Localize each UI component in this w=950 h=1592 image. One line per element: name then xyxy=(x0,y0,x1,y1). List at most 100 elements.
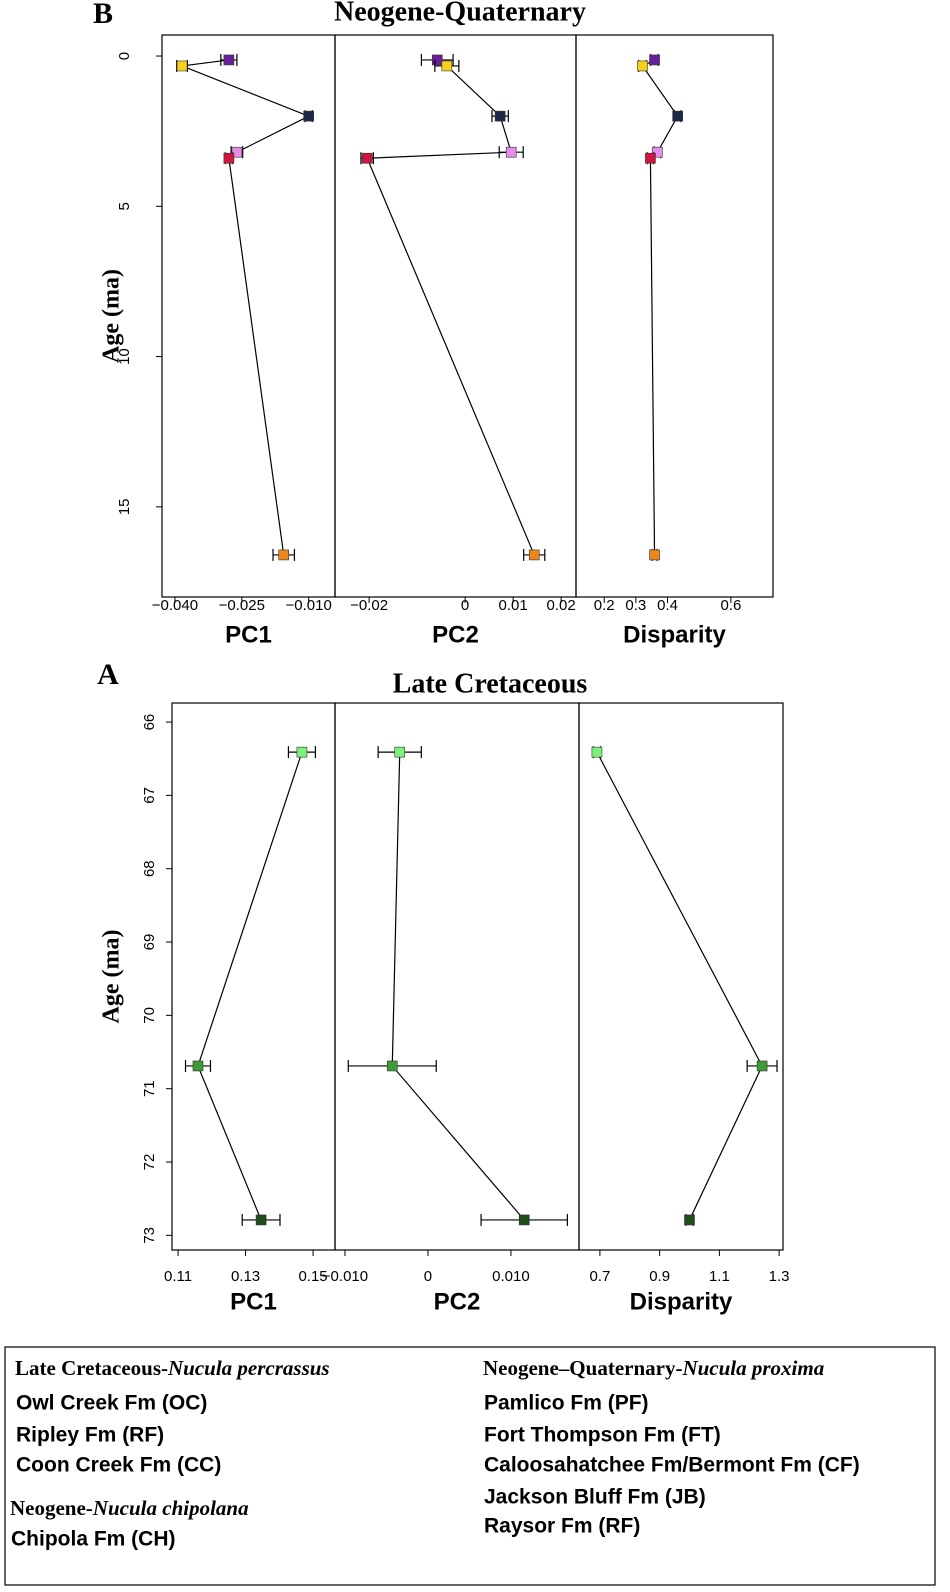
y-tick-label: 66 xyxy=(141,714,158,731)
x-axis-label: PC2 xyxy=(432,621,479,648)
plot-frame xyxy=(578,702,784,1251)
legend-species: Nucula chipolana xyxy=(92,1496,249,1520)
point xyxy=(652,146,663,158)
x-tick-label: 0.11 xyxy=(164,1268,192,1285)
x-tick-label: 0 xyxy=(424,1268,432,1285)
x-tick-label: 0.3 xyxy=(625,597,646,614)
point xyxy=(386,1060,398,1072)
x-tick-label: 0.7 xyxy=(589,1268,610,1285)
x-axis-label: PC1 xyxy=(230,1288,277,1315)
legend-entry: Pamlico Fm (PF) xyxy=(484,1392,649,1415)
point xyxy=(528,549,540,561)
x-tick-label: −0.025 xyxy=(219,597,265,614)
y-tick-label: 10 xyxy=(116,348,133,365)
legend-heading: Late Cretaceous-Nucula percrassus xyxy=(15,1356,330,1380)
data-line xyxy=(181,59,311,556)
y-axis-label: Age (ma) xyxy=(99,930,125,1024)
x-tick-label: −0.02 xyxy=(350,597,388,614)
point xyxy=(231,146,243,158)
point xyxy=(637,60,648,72)
legend-species: Nucula proxima xyxy=(681,1356,824,1380)
legend-entry: Owl Creek Fm (OC) xyxy=(16,1392,207,1415)
data-line xyxy=(366,59,535,556)
x-tick-label: 0.6 xyxy=(720,597,741,614)
data-line xyxy=(641,59,679,555)
plot-frame xyxy=(334,702,580,1251)
y-tick-label: 70 xyxy=(141,1007,158,1024)
y-axis-label: Age (ma) xyxy=(99,269,125,363)
panel-letter: B xyxy=(93,0,113,30)
legend-heading-text: Neogene–Quaternary- xyxy=(483,1356,682,1380)
figure-title: Late Cretaceous xyxy=(393,668,588,699)
point xyxy=(223,152,235,164)
y-tick-label: 0 xyxy=(116,52,133,60)
point xyxy=(518,1214,530,1226)
point xyxy=(756,1060,768,1072)
point xyxy=(176,60,188,72)
x-tick-label: 0.15 xyxy=(298,1268,327,1285)
point xyxy=(223,54,235,66)
legend-box xyxy=(4,1346,936,1586)
legend-entry: Caloosahatchee Fm/Bermont Fm (CF) xyxy=(484,1454,860,1477)
point xyxy=(255,1214,267,1226)
x-tick-label: 0 xyxy=(461,597,469,614)
x-tick-label: 1.1 xyxy=(709,1268,730,1285)
x-tick-label: 0.2 xyxy=(594,597,615,614)
point xyxy=(684,1214,695,1226)
plot-frame xyxy=(575,34,774,598)
legend-entry: Chipola Fm (CH) xyxy=(11,1528,175,1551)
point xyxy=(431,54,443,66)
figure-title: Neogene-Quaternary xyxy=(334,0,586,27)
y-tick-label: 73 xyxy=(141,1227,158,1244)
data-line xyxy=(596,751,763,1221)
plot-frame xyxy=(171,702,336,1251)
legend-entry: Coon Creek Fm (CC) xyxy=(16,1454,221,1477)
x-tick-label: 0.02 xyxy=(547,597,576,614)
plot-frame xyxy=(334,34,577,598)
y-tick-label: 72 xyxy=(141,1154,158,1171)
panel-letter: A xyxy=(97,658,119,691)
x-tick-label: −0.010 xyxy=(322,1268,368,1285)
x-axis-label: Disparity xyxy=(630,1288,733,1315)
point xyxy=(649,54,660,66)
y-tick-label: 71 xyxy=(141,1080,158,1097)
data-line xyxy=(391,752,525,1221)
y-tick-label: 15 xyxy=(116,498,133,515)
point xyxy=(394,746,406,758)
point xyxy=(672,110,683,122)
legend-entry: Jackson Bluff Fm (JB) xyxy=(484,1486,706,1509)
legend-heading: Neogene–Quaternary-Nucula proxima xyxy=(483,1356,824,1380)
legend-entry: Raysor Fm (RF) xyxy=(484,1515,640,1538)
data-line xyxy=(197,751,303,1221)
x-tick-label: 0.01 xyxy=(499,597,528,614)
x-tick-label: −0.010 xyxy=(286,597,332,614)
point xyxy=(296,746,308,758)
x-axis-label: PC2 xyxy=(434,1288,481,1315)
point xyxy=(278,549,290,561)
point xyxy=(303,110,314,122)
legend-species: Nucula percrassus xyxy=(167,1356,330,1380)
legend-heading-text: Late Cretaceous- xyxy=(15,1356,168,1380)
point xyxy=(361,152,373,164)
point xyxy=(192,1060,204,1072)
point xyxy=(591,746,603,758)
point xyxy=(505,146,517,158)
x-axis-label: PC1 xyxy=(225,621,272,648)
point xyxy=(649,549,660,561)
y-tick-label: 69 xyxy=(141,934,158,951)
legend-entry: Fort Thompson Fm (FT) xyxy=(484,1424,721,1447)
point xyxy=(645,152,656,164)
x-tick-label: 1.3 xyxy=(769,1268,790,1285)
point xyxy=(441,60,453,72)
x-tick-label: −0.040 xyxy=(152,597,198,614)
x-tick-label: 0.13 xyxy=(231,1268,260,1285)
x-tick-label: 0.4 xyxy=(657,597,678,614)
x-axis-label: Disparity xyxy=(623,621,726,648)
y-tick-label: 5 xyxy=(116,202,133,210)
x-tick-label: 0.010 xyxy=(492,1268,530,1285)
legend-heading: Neogene-Nucula chipolana xyxy=(10,1496,249,1520)
y-tick-label: 67 xyxy=(141,787,158,804)
x-tick-label: 0.9 xyxy=(649,1268,670,1285)
legend-entry: Ripley Fm (RF) xyxy=(16,1424,164,1447)
